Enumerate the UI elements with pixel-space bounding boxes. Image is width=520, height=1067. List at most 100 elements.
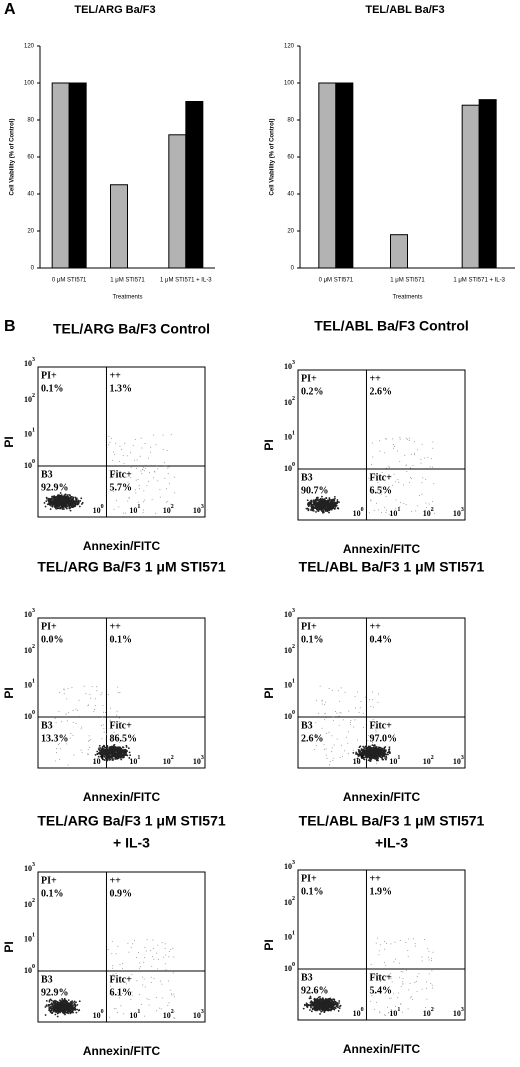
event-dot <box>324 503 327 506</box>
event-dot <box>377 974 379 976</box>
event-dot <box>390 978 392 980</box>
event-dot <box>106 758 109 760</box>
event-dot <box>45 500 48 503</box>
event-dot <box>319 500 322 503</box>
tick-exponent: 0 <box>361 507 364 513</box>
event-dot <box>152 939 154 941</box>
event-dot <box>126 455 128 457</box>
event-dot <box>64 504 67 507</box>
event-dot <box>110 759 112 761</box>
y-axis-label: PI <box>2 941 16 952</box>
event-dot <box>372 456 374 458</box>
event-dot <box>60 503 63 506</box>
x-tick-label: 101 <box>129 504 140 514</box>
x-tick-label: 100 <box>93 1009 104 1019</box>
event-dot <box>75 708 77 710</box>
event-dot <box>119 756 122 759</box>
event-dot <box>91 686 93 688</box>
quadrant-percent: 92.9% <box>41 987 69 998</box>
event-dot <box>171 993 173 995</box>
event-dot <box>165 969 167 971</box>
event-dot <box>72 734 74 736</box>
event-dot <box>364 758 366 760</box>
event-dot <box>98 752 101 755</box>
tick-exponent: 1 <box>137 755 140 761</box>
tick-exponent: 3 <box>32 862 35 868</box>
event-dot <box>102 711 104 713</box>
event-dot <box>162 434 164 436</box>
event-dot <box>342 719 344 721</box>
tick-base: 10 <box>24 646 32 655</box>
event-dot <box>377 937 379 939</box>
event-dot <box>102 724 104 726</box>
event-dot <box>108 436 110 438</box>
event-dot <box>115 1008 117 1010</box>
event-dot <box>362 754 365 757</box>
event-dot <box>61 1001 64 1004</box>
event-dot <box>66 1011 69 1014</box>
event-dot <box>52 1005 55 1008</box>
plot-frame <box>37 366 206 518</box>
event-dot <box>377 752 379 755</box>
event-dot <box>369 751 371 754</box>
event-dot <box>322 501 325 504</box>
y-tick-label: 60 <box>287 155 294 161</box>
event-dot <box>399 461 401 463</box>
event-dot <box>54 1013 57 1016</box>
event-dot <box>45 1000 48 1002</box>
event-dot <box>101 757 104 760</box>
event-dot <box>399 506 401 508</box>
event-dot <box>114 754 117 757</box>
event-dot <box>341 744 343 746</box>
event-dot <box>359 707 361 709</box>
event-dot <box>114 454 116 456</box>
y-tick-label: 100 <box>284 462 295 472</box>
event-dot <box>408 437 410 439</box>
y-tick-label: 101 <box>284 679 295 689</box>
event-dot <box>317 712 319 714</box>
quadrant-label: Fitc+ <box>369 972 392 983</box>
tick-base: 10 <box>284 964 292 973</box>
event-dot <box>337 507 339 509</box>
event-dot <box>123 512 125 514</box>
event-dot <box>429 466 431 468</box>
event-dot <box>371 442 373 444</box>
event-dot <box>311 509 314 512</box>
x-tick-label: 1 μM STI571 <box>390 278 425 284</box>
tick-base: 10 <box>93 506 101 515</box>
tick-exponent: 2 <box>171 755 174 761</box>
event-dot <box>131 991 133 993</box>
tick-base: 10 <box>423 757 431 766</box>
event-dot <box>367 751 370 754</box>
event-dot <box>374 721 376 723</box>
event-dot <box>333 744 335 746</box>
plot-title: + IL-3 <box>113 835 150 851</box>
event-dot <box>311 506 314 509</box>
event-dot <box>130 947 132 949</box>
event-dot <box>317 1002 320 1005</box>
event-dot <box>128 497 130 499</box>
event-dot <box>309 997 312 1000</box>
event-dot <box>71 687 73 689</box>
event-dot <box>68 1008 71 1011</box>
event-dot <box>315 700 317 702</box>
event-dot <box>349 721 351 723</box>
event-dot <box>326 502 329 505</box>
event-dot <box>53 498 56 501</box>
event-dot <box>426 981 428 983</box>
event-dot <box>342 756 344 758</box>
event-dot <box>384 1015 386 1017</box>
event-dot <box>407 1008 409 1010</box>
quadrant-label: Fitc+ <box>369 720 392 731</box>
event-dot <box>309 995 312 998</box>
event-dot <box>388 465 390 467</box>
event-dot <box>138 485 140 487</box>
x-tick-label: 102 <box>163 1009 174 1019</box>
event-dot <box>370 964 372 966</box>
event-dot <box>302 1007 305 1010</box>
panel-label: A <box>4 1 16 18</box>
event-dot <box>433 1007 435 1009</box>
event-dot <box>324 505 327 507</box>
event-dot <box>130 477 132 479</box>
